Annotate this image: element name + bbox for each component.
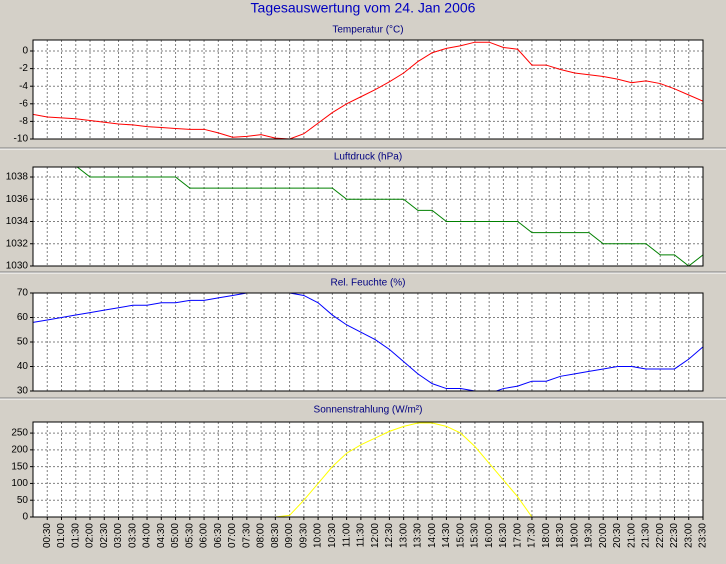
- y-tick-label: 1030: [6, 261, 29, 272]
- y-tick-label: 250: [11, 428, 28, 439]
- x-tick-label: 11:00: [341, 523, 352, 548]
- x-tick-label: 20:30: [612, 523, 623, 548]
- x-tick-label: 07:00: [227, 523, 238, 548]
- y-tick-label: 1032: [6, 238, 29, 249]
- y-tick-label: -10: [14, 134, 29, 145]
- x-tick-label: 22:30: [669, 523, 680, 548]
- x-tick-label: 04:00: [142, 523, 153, 548]
- x-tick-label: 03:30: [127, 523, 138, 548]
- y-tick-label: -4: [19, 81, 28, 92]
- x-tick-label: 17:00: [512, 523, 523, 548]
- y-tick-label: -8: [19, 116, 28, 127]
- x-tick-label: 12:30: [384, 523, 395, 548]
- y-tick-label: 60: [17, 312, 29, 323]
- x-tick-label: 19:30: [584, 523, 595, 548]
- y-tick-label: 50: [17, 495, 29, 506]
- x-tick-label: 03:00: [113, 523, 124, 548]
- panel-title: Rel. Feuchte (%): [330, 278, 405, 289]
- panel-title: Luftdruck (hPa): [334, 152, 402, 163]
- y-tick-label: 0: [22, 512, 28, 523]
- x-tick-label: 02:30: [99, 523, 110, 548]
- x-tick-label: 13:00: [398, 523, 409, 548]
- y-tick-label: 1038: [6, 172, 29, 183]
- y-tick-label: 30: [17, 386, 29, 397]
- plot-area: [33, 422, 703, 517]
- x-tick-label: 23:00: [683, 523, 694, 548]
- x-tick-label: 10:30: [327, 523, 338, 548]
- x-tick-label: 17:30: [527, 523, 538, 548]
- plot-border: [32, 39, 704, 140]
- page-title: Tagesauswertung vom 24. Jan 2006: [251, 0, 476, 16]
- x-tick-label: 21:30: [641, 523, 652, 548]
- x-tick-label: 01:00: [56, 523, 67, 548]
- y-tick-label: 1034: [6, 216, 29, 227]
- x-tick-label: 14:30: [441, 523, 452, 548]
- y-tick-label: -2: [19, 63, 28, 74]
- y-tick-label: -6: [19, 98, 28, 109]
- x-tick-label: 12:00: [370, 523, 381, 548]
- x-tick-label: 05:00: [170, 523, 181, 548]
- x-tick-label: 19:00: [569, 523, 580, 548]
- y-tick-label: 40: [17, 361, 29, 372]
- x-tick-label: 10:00: [313, 523, 324, 548]
- data-line: [33, 293, 703, 391]
- x-tick-label: 07:30: [241, 523, 252, 548]
- plot-border: [32, 421, 704, 518]
- x-tick-label: 02:00: [85, 523, 96, 548]
- x-tick-label: 23:30: [698, 523, 709, 548]
- plot-border: [32, 166, 704, 267]
- x-tick-label: 20:00: [598, 523, 609, 548]
- x-tick-label: 14:00: [427, 523, 438, 548]
- x-tick-label: 00:30: [42, 523, 53, 548]
- x-tick-label: 08:30: [270, 523, 281, 548]
- x-tick-label: 01:30: [70, 523, 81, 548]
- plot-area: [33, 293, 703, 391]
- x-tick-label: 04:30: [156, 523, 167, 548]
- plot-area: [33, 40, 703, 139]
- x-tick-label: 09:00: [284, 523, 295, 548]
- x-tick-label: 13:30: [413, 523, 424, 548]
- y-tick-label: 200: [11, 445, 28, 456]
- y-tick-label: 70: [17, 288, 29, 299]
- plot: [33, 293, 703, 391]
- plot: [275, 422, 533, 517]
- panel-title: Temperatur (°C): [332, 25, 403, 36]
- y-tick-label: 0: [22, 46, 28, 57]
- plot-area: [33, 167, 703, 266]
- x-tick-label: 11:30: [356, 523, 367, 548]
- x-tick-label: 15:00: [455, 523, 466, 548]
- y-tick-label: 1036: [6, 194, 29, 205]
- plot-border: [32, 292, 704, 392]
- x-tick-label: 05:30: [184, 523, 195, 548]
- x-tick-label: 15:30: [470, 523, 481, 548]
- plot: [76, 167, 703, 266]
- x-tick-label: 09:30: [298, 523, 309, 548]
- data-line: [33, 41, 703, 139]
- x-tick-label: 18:00: [541, 523, 552, 548]
- data-line: [275, 422, 533, 517]
- x-tick-label: 06:30: [213, 523, 224, 548]
- x-tick-label: 08:00: [256, 523, 267, 548]
- x-tick-label: 21:00: [626, 523, 637, 548]
- x-tick-label: 16:00: [484, 523, 495, 548]
- x-tick-label: 06:00: [199, 523, 210, 548]
- x-tick-label: 18:30: [555, 523, 566, 548]
- x-tick-label: 16:30: [498, 523, 509, 548]
- y-tick-label: 100: [11, 478, 28, 489]
- y-tick-label: 50: [17, 337, 29, 348]
- plot: [33, 41, 703, 139]
- x-tick-label: 22:00: [655, 523, 666, 548]
- data-line: [76, 167, 703, 266]
- y-tick-label: 150: [11, 461, 28, 472]
- panel-title: Sonnenstrahlung (W/m²): [314, 405, 423, 416]
